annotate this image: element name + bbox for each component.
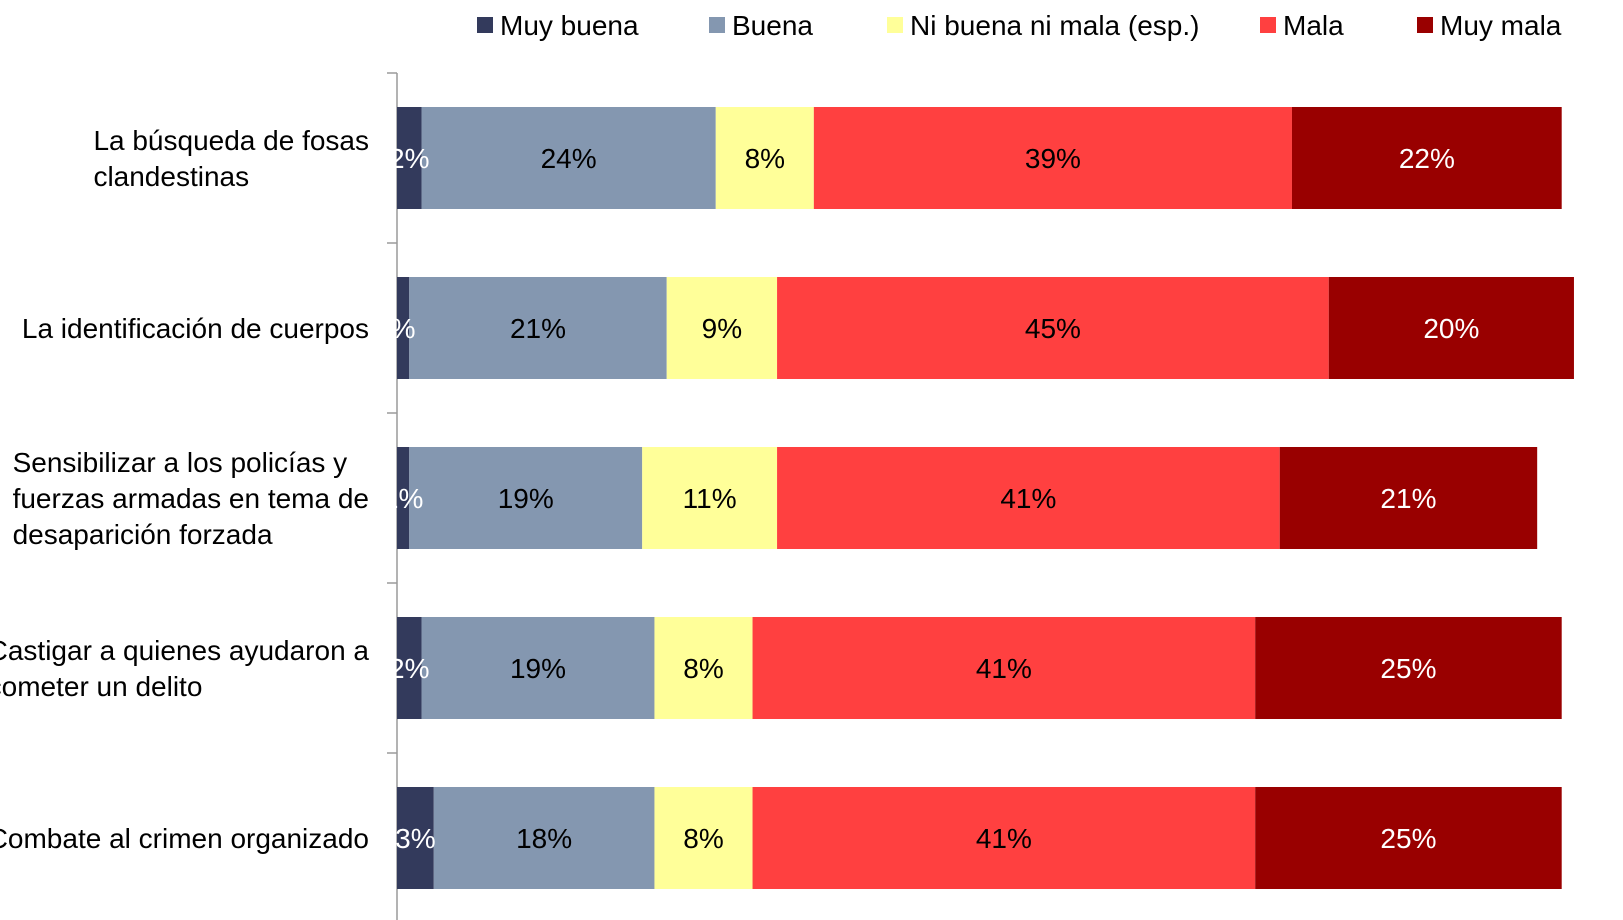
bar-segment (642, 447, 778, 549)
data-label: 18% (516, 823, 572, 854)
category-label-line: fuerzas armadas en tema de (13, 483, 369, 514)
legend-item-3: Ni buena ni mala (esp.) (887, 10, 1199, 41)
data-label: 8% (683, 823, 723, 854)
bar-segment (1279, 447, 1538, 549)
data-label: 2% (389, 653, 429, 684)
legend-swatch (1417, 17, 1433, 33)
bar-segment (397, 277, 410, 379)
bar-segment (409, 447, 643, 549)
bar-segment (666, 277, 778, 379)
category-label-line: clandestinas (93, 161, 249, 192)
bar-segment (1328, 277, 1574, 379)
category-label: La identificación de cuerpos (22, 313, 369, 344)
category-label-line: La búsqueda de fosas (93, 125, 369, 156)
bar-row-3: 1% 19% 11% 41% 21% (383, 447, 1538, 549)
data-label: 22% (1399, 143, 1455, 174)
data-label: 19% (498, 483, 554, 514)
bar-segment (433, 787, 655, 889)
bar-area: 2% 24% 8% 39% 22%% 21% 9% 45% 20% 1% 19% 11% 41% 21% 2… (383, 107, 1574, 889)
category-label: Castigar a quienes ayudaron a cometer un … (0, 635, 369, 702)
data-label: 8% (745, 143, 785, 174)
bar-segment (1255, 617, 1562, 719)
bar-segment (397, 447, 410, 549)
legend-label: Muy buena (500, 10, 639, 41)
data-label: 41% (976, 653, 1032, 684)
bar-segment (1255, 787, 1562, 889)
legend-item-5: Muy mala (1417, 10, 1562, 41)
chart-legend: Muy buena Buena Ni buena ni mala (esp.) Mal… (477, 10, 1562, 41)
category-label-line: La identificación de cuerpos (22, 313, 369, 344)
bar-segment (777, 277, 1329, 379)
legend-swatch (1260, 17, 1276, 33)
bar-segment (397, 107, 422, 209)
data-label: 21% (1380, 483, 1436, 514)
category-label: Combate al crimen organizado (0, 823, 369, 854)
data-label: 41% (976, 823, 1032, 854)
bar-segment (421, 617, 655, 719)
data-label: 3% (395, 823, 435, 854)
category-labels: La búsqueda de fosas clandestinas La ident… (0, 125, 369, 854)
legend-label: Muy mala (1440, 10, 1562, 41)
bar-segment (1291, 107, 1562, 209)
legend-label: Ni buena ni mala (esp.) (910, 10, 1199, 41)
legend-swatch (477, 17, 493, 33)
data-label: 8% (683, 653, 723, 684)
legend-label: Mala (1283, 10, 1344, 41)
data-label: 39% (1025, 143, 1081, 174)
bar-row-1: 2% 24% 8% 39% 22% (389, 107, 1562, 209)
data-label: 20% (1423, 313, 1479, 344)
legend-item-4: Mala (1260, 10, 1344, 41)
legend-swatch (887, 17, 903, 33)
data-label: 41% (1000, 483, 1056, 514)
category-label-line: Sensibilizar a los policías y (13, 447, 348, 478)
data-label: 24% (541, 143, 597, 174)
data-label: 25% (1380, 823, 1436, 854)
category-label-line: desaparición forzada (13, 519, 273, 550)
category-label-line: Castigar a quienes ayudaron a (0, 635, 369, 666)
data-label: 9% (702, 313, 742, 344)
bar-segment (409, 277, 667, 379)
bar-segment (813, 107, 1292, 209)
data-label: 1% (383, 483, 423, 514)
category-label: Sensibilizar a los policías y fuerzas arm… (13, 447, 369, 550)
bar-segment (421, 107, 716, 209)
data-label: 11% (683, 483, 737, 514)
data-label: 25% (1380, 653, 1436, 684)
data-label: 45% (1025, 313, 1081, 344)
data-label: % (391, 313, 416, 344)
bar-row-4: 2% 19% 8% 41% 25% (389, 617, 1562, 719)
bar-segment (752, 617, 1256, 719)
bar-segment (752, 787, 1256, 889)
legend-label: Buena (732, 10, 813, 41)
bar-row-2: % 21% 9% 45% 20% (391, 277, 1574, 379)
legend-item-2: Buena (709, 10, 813, 41)
category-label-line: cometer un delito (0, 671, 202, 702)
data-label: 21% (510, 313, 566, 344)
bar-segment (654, 617, 753, 719)
data-label: 2% (389, 143, 429, 174)
category-label: La búsqueda de fosas clandestinas (93, 125, 369, 192)
category-label-line: Combate al crimen organizado (0, 823, 369, 854)
bar-segment (777, 447, 1280, 549)
bar-segment (397, 617, 422, 719)
legend-swatch (709, 17, 725, 33)
legend-item-1: Muy buena (477, 10, 639, 41)
bar-segment (397, 787, 434, 889)
data-label: 19% (510, 653, 566, 684)
bar-segment (654, 787, 753, 889)
bar-segment (715, 107, 814, 209)
bar-row-5: 3% 18% 8% 41% 25% (395, 787, 1562, 889)
